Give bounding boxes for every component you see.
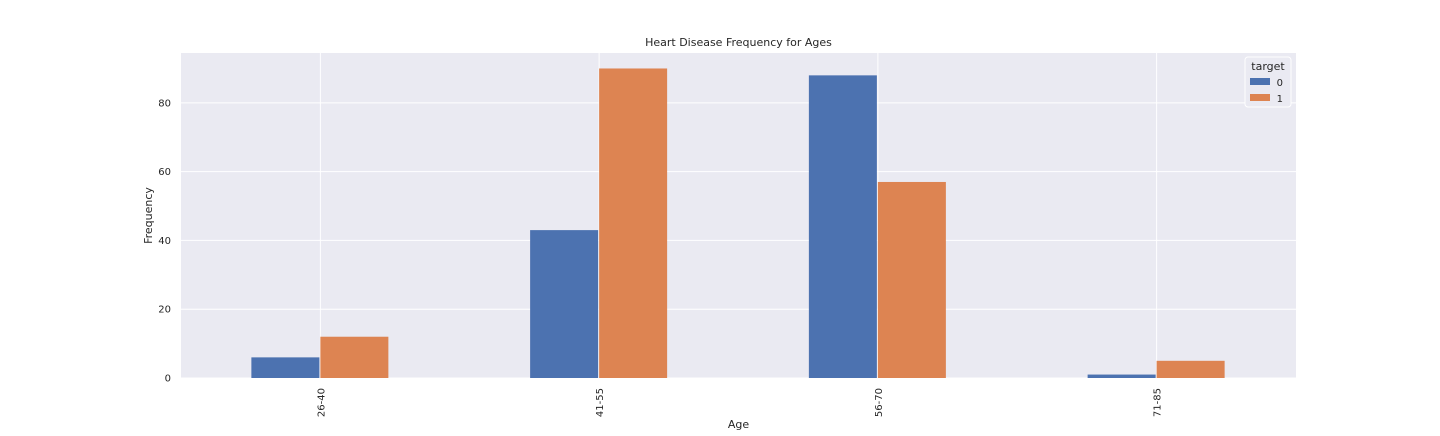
bar-series-1-26-40 <box>320 336 389 378</box>
y-tick-label: 40 <box>158 236 171 247</box>
plot-background <box>181 53 1296 378</box>
legend-label-1: 1 <box>1277 94 1283 105</box>
y-tick-label: 60 <box>158 167 171 178</box>
bar-series-0-71-85 <box>1087 374 1156 378</box>
bar-series-0-41-55 <box>530 230 599 378</box>
bar-series-1-56-70 <box>877 181 946 378</box>
y-tick-labels: 0 20 40 60 80 <box>158 98 171 384</box>
legend-title: target <box>1251 60 1285 73</box>
legend-swatch-0 <box>1250 78 1270 85</box>
legend-swatch-1 <box>1250 94 1270 101</box>
x-tick-label: 26-40 <box>316 388 327 417</box>
x-tick-label: 56-70 <box>874 388 885 417</box>
y-tick-label: 0 <box>165 374 171 385</box>
bar-series-1-71-85 <box>1156 360 1225 378</box>
legend-entries: 01 <box>1250 78 1283 105</box>
y-tick-label: 80 <box>158 98 171 109</box>
y-tick-label: 20 <box>158 305 171 316</box>
legend: target 01 <box>1244 56 1292 108</box>
x-tick-label: 71-85 <box>1153 388 1164 417</box>
bar-series-1-41-55 <box>599 68 668 378</box>
x-tick-labels: 26-40 41-55 56-70 71-85 <box>316 388 1163 417</box>
x-tick-label: 41-55 <box>595 388 606 417</box>
legend-label-0: 0 <box>1277 78 1283 89</box>
x-axis-label: Age <box>728 418 750 431</box>
y-axis-label: Frequency <box>142 187 155 244</box>
bar-series-0-26-40 <box>251 357 320 378</box>
bar-series-0-56-70 <box>808 75 877 379</box>
bars <box>251 68 1225 379</box>
chart-title: Heart Disease Frequency for Ages <box>645 36 832 49</box>
